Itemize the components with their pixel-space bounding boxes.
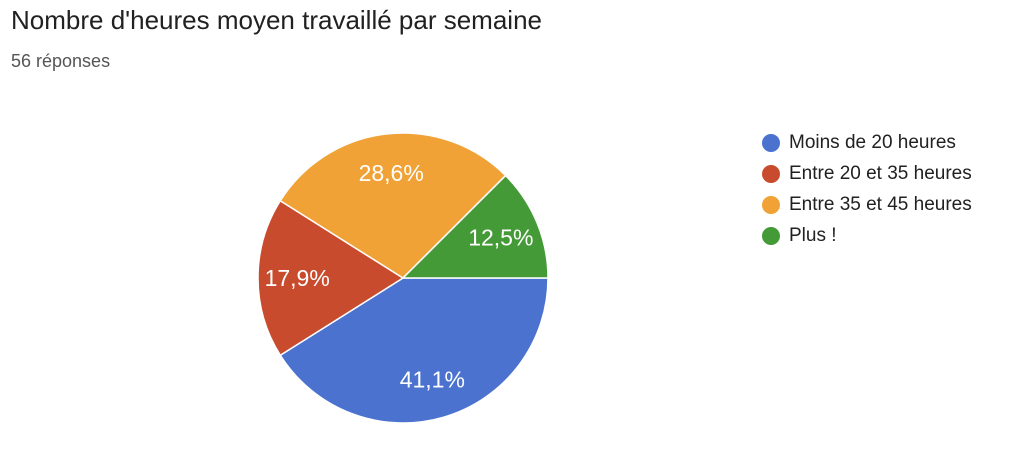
legend-item-2: Entre 35 et 45 heures: [762, 189, 972, 220]
legend-label: Entre 35 et 45 heures: [789, 193, 972, 215]
pie-slice-1[interactable]: [257, 200, 404, 356]
legend-item-1: Entre 20 et 35 heures: [762, 158, 972, 189]
legend-label: Plus !: [789, 224, 837, 246]
pie-slice-2[interactable]: [279, 132, 507, 279]
pie-slice-percent-label-2: 28,6%: [359, 160, 424, 186]
pie-slice-0[interactable]: [279, 277, 549, 424]
legend-label: Moins de 20 heures: [789, 131, 956, 153]
legend-label: Entre 20 et 35 heures: [789, 162, 972, 184]
pie-slice-percent-label-3: 12,5%: [468, 225, 533, 251]
responses-count-subtitle: 56 réponses: [11, 51, 111, 71]
legend-dot-icon: [762, 195, 780, 214]
legend-dot-icon: [762, 226, 780, 245]
chart-legend: Moins de 20 heures Entre 20 et 35 heures E…: [762, 127, 972, 251]
legend-item-0: Moins de 20 heures: [762, 127, 972, 158]
legend-dot-icon: [762, 133, 780, 152]
legend-item-3: Plus !: [762, 220, 972, 251]
pie-slice-percent-label-1: 17,9%: [265, 265, 330, 291]
pie-chart: 41,1% 17,9% 28,6% 12,5%: [257, 132, 549, 424]
chart-title: Nombre d'heures moyen travaillé par sema…: [11, 5, 542, 35]
pie-slice-percent-label-0: 41,1%: [400, 367, 465, 393]
pie-slice-3[interactable]: [402, 174, 549, 279]
legend-dot-icon: [762, 164, 780, 183]
